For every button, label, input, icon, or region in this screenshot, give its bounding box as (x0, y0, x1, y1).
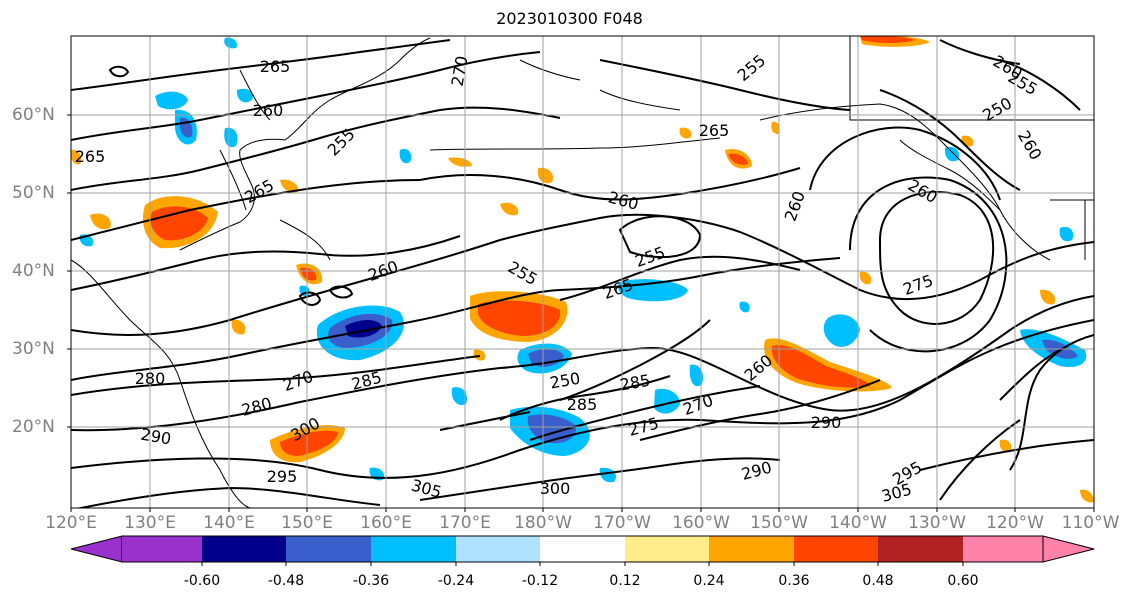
map-frame (70, 35, 1095, 509)
lon-label: 160°E (360, 513, 412, 533)
colorbar-bin (963, 536, 1043, 562)
colorbar-tick-label: 0.48 (862, 573, 894, 589)
colorbar (70, 535, 1095, 566)
lon-label: 170°W (593, 513, 651, 533)
contour-label: 300 (540, 479, 571, 498)
lon-label: 160°W (672, 513, 730, 533)
shaded-positive (71, 36, 1094, 503)
lat-label: 50°N (12, 183, 55, 203)
colorbar-extend-high (1042, 535, 1095, 563)
lon-label: 110°W (1061, 513, 1120, 533)
colorbar-bin (122, 536, 202, 562)
colorbar-extend-low (70, 535, 123, 563)
tick-marks (67, 114, 1095, 512)
colorbar-tick-label: -0.48 (267, 573, 305, 589)
colorbar-bin (371, 536, 456, 562)
contour-label: 265 (75, 147, 106, 166)
shaded-anomalies (79, 37, 1087, 483)
colorbar-bin (286, 536, 371, 562)
contour-label: 260 (253, 101, 284, 120)
contour-label: 290 (811, 413, 842, 432)
colorbar-tick-label: 0.60 (947, 573, 979, 589)
map-title: 2023010300 F048 (496, 9, 643, 28)
contour-label: 285 (567, 395, 598, 414)
lon-label: 140°W (829, 513, 887, 533)
colorbar-tick-label: -0.24 (437, 573, 475, 589)
colorbar-tick-label: 0.36 (778, 573, 810, 589)
colorbar-tick-label: 0.24 (693, 573, 725, 589)
lon-label: 150°E (281, 513, 333, 533)
lon-label: 180°W (514, 513, 572, 533)
colorbar-bin (540, 536, 625, 562)
lon-label: 130°W (908, 513, 966, 533)
contour-label: 280 (135, 369, 166, 388)
lon-label: 140°E (203, 513, 255, 533)
lon-label: 130°E (124, 513, 176, 533)
lon-label: 120°E (45, 513, 97, 533)
coastlines (71, 36, 1094, 508)
graticule (71, 36, 1094, 508)
lat-label: 20°N (12, 417, 55, 437)
colorbar-tick-label: -0.12 (521, 573, 559, 589)
contour-label: 265 (699, 121, 730, 140)
lon-label: 150°W (750, 513, 808, 533)
lon-label: 170°E (439, 513, 491, 533)
lon-label: 120°W (986, 513, 1044, 533)
colorbar-tick-label: 0.12 (609, 573, 641, 589)
colorbar-bin (709, 536, 794, 562)
lat-label: 60°N (12, 105, 55, 125)
colorbar-tick-label: -0.60 (183, 573, 221, 589)
lat-label: 30°N (12, 339, 55, 359)
plot-area: 265 260 255 270 255 265 255 260 250 260 … (71, 36, 1094, 508)
colorbar-tick-label: -0.36 (352, 573, 390, 589)
colorbar-bin (456, 536, 540, 562)
contour-label: 295 (267, 467, 298, 486)
contour-label: 265 (260, 57, 291, 76)
colorbar-bin (202, 536, 286, 562)
colorbar-bin (878, 536, 963, 562)
lat-label: 40°N (12, 261, 55, 281)
colorbar-bin (625, 536, 709, 562)
colorbar-bin (794, 536, 878, 562)
